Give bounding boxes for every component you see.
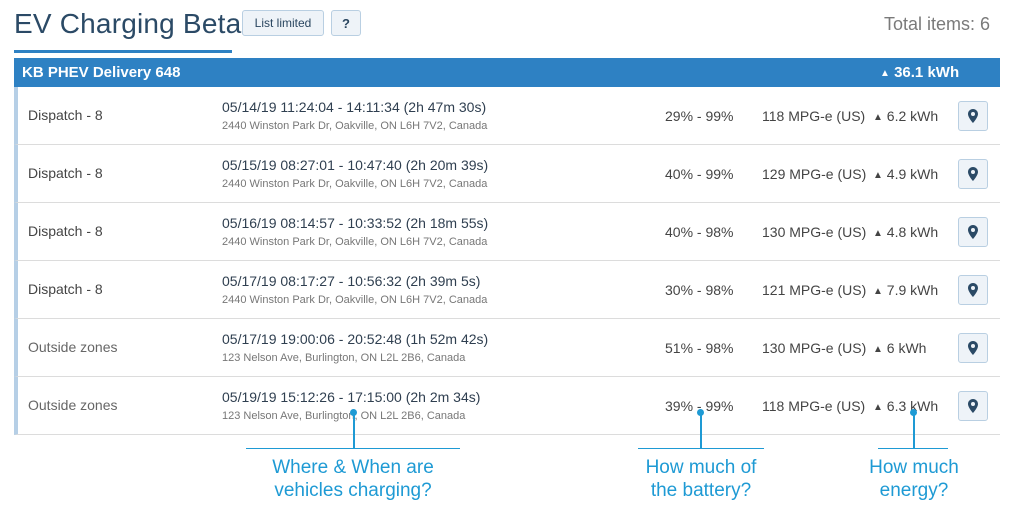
battery-range: 40% - 99% xyxy=(665,166,734,182)
mpg-e: 118 MPG-e (US) xyxy=(762,398,866,414)
mpg-e: 118 MPG-e (US) xyxy=(762,108,866,124)
map-pin-icon xyxy=(968,341,978,355)
zone-name: Outside zones xyxy=(28,339,118,355)
charge-address: 2440 Winston Park Dr, Oakville, ON L6H 7… xyxy=(222,120,488,132)
zone-name: Outside zones xyxy=(28,397,118,413)
map-pin-button[interactable] xyxy=(958,333,988,363)
annotation-dot-where xyxy=(350,409,357,416)
triangle-up-icon: ▲ xyxy=(873,402,883,413)
charge-time: 05/17/19 19:00:06 - 20:52:48 (1h 52m 42s… xyxy=(222,331,489,347)
mpg-e: 130 MPG-e (US) xyxy=(762,224,867,240)
annotation-rule-battery xyxy=(638,448,764,449)
battery-range: 30% - 98% xyxy=(665,282,734,298)
map-pin-icon xyxy=(968,167,978,181)
annotation-where-when: Where & When are vehicles charging? xyxy=(246,456,460,502)
energy-kwh: ▲ 6.2 kWh xyxy=(873,108,938,124)
map-pin-button[interactable] xyxy=(958,101,988,131)
battery-range: 39% - 99% xyxy=(665,398,734,414)
group-name: KB PHEV Delivery 648 xyxy=(22,64,181,81)
triangle-up-icon: ▲ xyxy=(873,344,883,355)
annotation-text: Where & When are xyxy=(272,457,434,478)
energy-kwh: ▲ 4.9 kWh xyxy=(873,166,938,182)
annotation-energy: How much energy? xyxy=(850,456,978,502)
charge-time: 05/15/19 08:27:01 - 10:47:40 (2h 20m 39s… xyxy=(222,157,489,173)
battery-range: 40% - 98% xyxy=(665,224,734,240)
triangle-up-icon: ▲ xyxy=(873,112,883,123)
annotation-text: the battery? xyxy=(650,480,752,501)
annotation-text: How much of xyxy=(645,457,757,478)
map-pin-button[interactable] xyxy=(958,159,988,189)
map-pin-button[interactable] xyxy=(958,217,988,247)
energy-kwh-value: 6 kWh xyxy=(886,340,927,356)
annotation-dot-energy xyxy=(910,409,917,416)
energy-kwh: ▲ 4.8 kWh xyxy=(873,224,938,240)
charge-time: 05/16/19 08:14:57 - 10:33:52 (2h 18m 55s… xyxy=(222,215,489,231)
energy-kwh: ▲ 7.9 kWh xyxy=(873,282,938,298)
zone-name: Dispatch - 8 xyxy=(28,223,103,239)
group-energy: ▲ 36.1 kWh xyxy=(880,64,959,81)
annotation-line-battery xyxy=(700,413,702,448)
triangle-up-icon: ▲ xyxy=(873,228,883,239)
triangle-up-icon: ▲ xyxy=(880,68,890,79)
mpg-e: 121 MPG-e (US) xyxy=(762,282,867,298)
battery-range: 29% - 99% xyxy=(665,108,734,124)
annotation-text: energy? xyxy=(879,480,949,501)
map-pin-icon xyxy=(968,225,978,239)
energy-kwh: ▲ 6.3 kWh xyxy=(873,398,938,414)
charge-time: 05/17/19 08:17:27 - 10:56:32 (2h 39m 5s) xyxy=(222,273,481,289)
mpg-e: 129 MPG-e (US) xyxy=(762,166,867,182)
charge-time: 05/14/19 11:24:04 - 14:11:34 (2h 47m 30s… xyxy=(222,99,487,115)
annotation-text: vehicles charging? xyxy=(274,480,432,501)
annotation-battery: How much of the battery? xyxy=(626,456,776,502)
page-title: EV Charging Beta xyxy=(14,8,242,39)
annotation-line-energy xyxy=(913,413,915,448)
annotation-rule-where xyxy=(246,448,460,449)
table-row[interactable]: Dispatch - 8 05/15/19 08:27:01 - 10:47:4… xyxy=(14,145,1000,203)
map-pin-button[interactable] xyxy=(958,275,988,305)
charge-address: 2440 Winston Park Dr, Oakville, ON L6H 7… xyxy=(222,294,488,306)
energy-kwh: ▲ 6 kWh xyxy=(873,340,926,356)
triangle-up-icon: ▲ xyxy=(873,170,883,181)
map-pin-button[interactable] xyxy=(958,391,988,421)
charge-time: 05/19/19 15:12:26 - 17:15:00 (2h 2m 34s) xyxy=(222,389,481,405)
mpg-e: 130 MPG-e (US) xyxy=(762,340,867,356)
charge-address: 2440 Winston Park Dr, Oakville, ON L6H 7… xyxy=(222,236,488,248)
annotation-rule-energy xyxy=(878,448,948,449)
annotation-dot-battery xyxy=(697,409,704,416)
table-row[interactable]: Outside zones 05/17/19 19:00:06 - 20:52:… xyxy=(14,319,1000,377)
annotation-line-where xyxy=(353,413,355,448)
annotation-text: How much xyxy=(869,457,959,478)
map-pin-icon xyxy=(968,399,978,413)
charge-address: 123 Nelson Ave, Burlington, ON L2L 2B6, … xyxy=(222,410,466,422)
charge-address: 2440 Winston Park Dr, Oakville, ON L6H 7… xyxy=(222,178,488,190)
table-row[interactable]: Dispatch - 8 05/17/19 08:17:27 - 10:56:3… xyxy=(14,261,1000,319)
table-row[interactable]: Dispatch - 8 05/16/19 08:14:57 - 10:33:5… xyxy=(14,203,1000,261)
energy-kwh-value: 6.3 kWh xyxy=(886,398,939,414)
energy-kwh-value: 4.9 kWh xyxy=(886,166,939,182)
charging-list: Dispatch - 8 05/14/19 11:24:04 - 14:11:3… xyxy=(14,87,1000,435)
table-row[interactable]: Dispatch - 8 05/14/19 11:24:04 - 14:11:3… xyxy=(14,87,1000,145)
energy-kwh-value: 6.2 kWh xyxy=(886,108,939,124)
map-pin-icon xyxy=(968,283,978,297)
table-row[interactable]: Outside zones 05/19/19 15:12:26 - 17:15:… xyxy=(14,377,1000,435)
help-button[interactable]: ? xyxy=(331,10,361,36)
triangle-up-icon: ▲ xyxy=(873,286,883,297)
charge-address: 123 Nelson Ave, Burlington, ON L2L 2B6, … xyxy=(222,352,466,364)
list-limited-button[interactable]: List limited xyxy=(242,10,324,36)
map-pin-icon xyxy=(968,109,978,123)
energy-kwh-value: 4.8 kWh xyxy=(886,224,939,240)
zone-name: Dispatch - 8 xyxy=(28,165,103,181)
battery-range: 51% - 98% xyxy=(665,340,734,356)
group-energy-value: 36.1 kWh xyxy=(894,64,960,81)
zone-name: Dispatch - 8 xyxy=(28,107,103,123)
group-header[interactable]: KB PHEV Delivery 648 ▲ 36.1 kWh xyxy=(14,58,1000,87)
energy-kwh-value: 7.9 kWh xyxy=(886,282,939,298)
zone-name: Dispatch - 8 xyxy=(28,281,103,297)
title-underline xyxy=(14,50,232,53)
total-items: Total items: 6 xyxy=(883,14,990,34)
